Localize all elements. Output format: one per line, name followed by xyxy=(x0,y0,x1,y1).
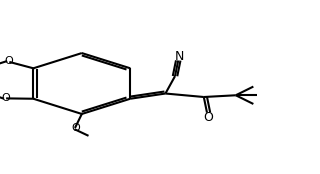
Text: O: O xyxy=(1,93,10,103)
Text: O: O xyxy=(203,111,213,124)
Text: O: O xyxy=(4,56,13,66)
Text: N: N xyxy=(175,50,185,63)
Text: O: O xyxy=(71,123,80,133)
